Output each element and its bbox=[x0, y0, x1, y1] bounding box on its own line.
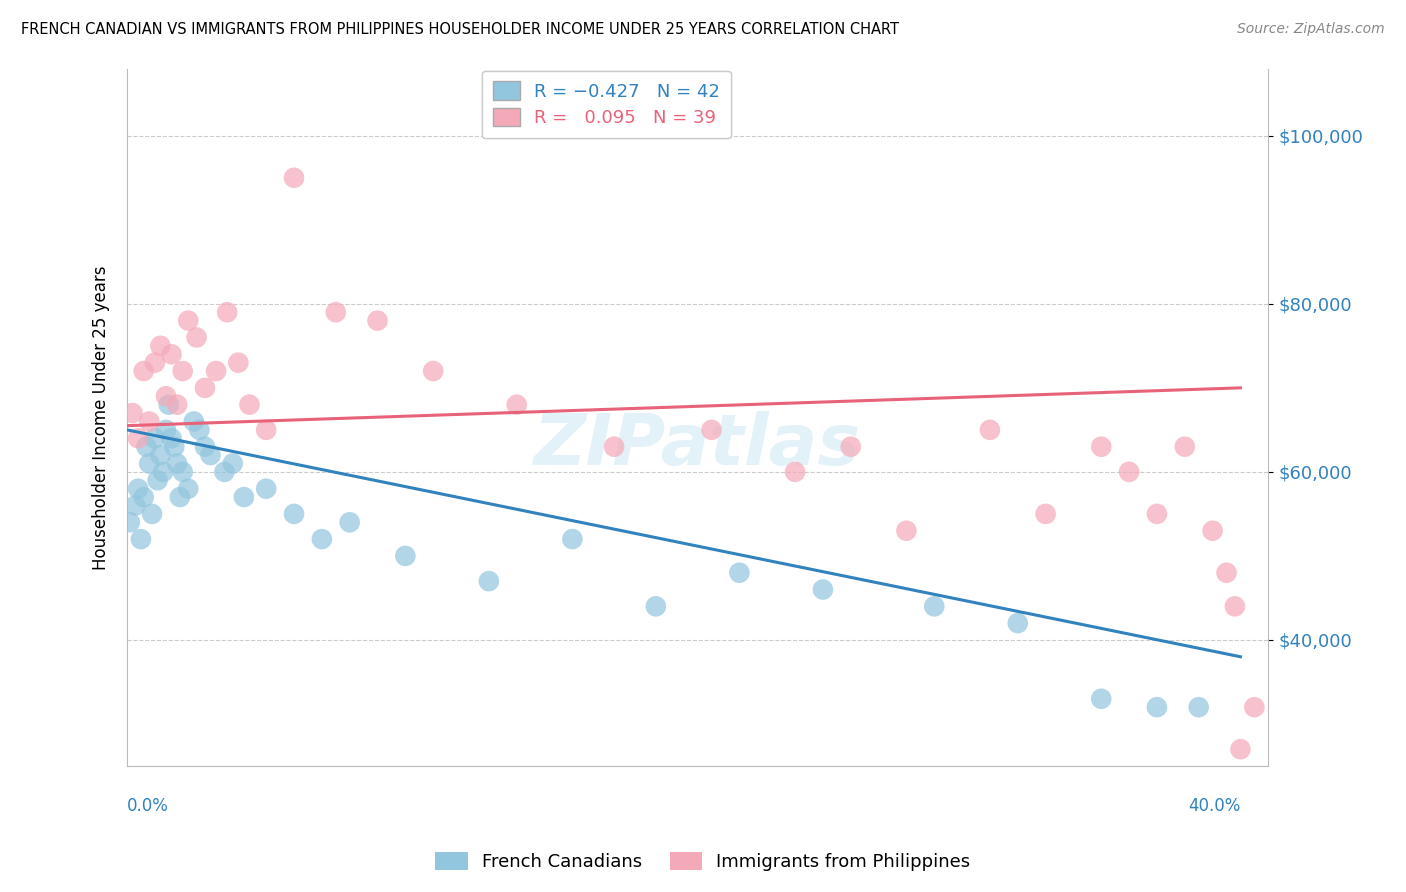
Point bbox=[811, 582, 834, 597]
Point bbox=[157, 398, 180, 412]
Point bbox=[1090, 440, 1112, 454]
Point bbox=[138, 457, 160, 471]
Point bbox=[1007, 616, 1029, 631]
Point bbox=[1229, 742, 1251, 756]
Point bbox=[979, 423, 1001, 437]
Point bbox=[839, 440, 862, 454]
Point bbox=[232, 490, 254, 504]
Point bbox=[238, 398, 260, 412]
Point bbox=[728, 566, 751, 580]
Point bbox=[172, 465, 194, 479]
Point bbox=[143, 356, 166, 370]
Point bbox=[254, 423, 277, 437]
Point bbox=[172, 364, 194, 378]
Point bbox=[367, 313, 389, 327]
Point bbox=[1243, 700, 1265, 714]
Point bbox=[422, 364, 444, 378]
Point bbox=[121, 406, 143, 420]
Point bbox=[254, 482, 277, 496]
Point bbox=[214, 465, 236, 479]
Point bbox=[394, 549, 416, 563]
Point bbox=[1174, 440, 1197, 454]
Point bbox=[283, 170, 305, 185]
Point bbox=[561, 532, 583, 546]
Point bbox=[478, 574, 501, 588]
Point bbox=[127, 482, 149, 496]
Point bbox=[166, 457, 188, 471]
Point bbox=[166, 398, 188, 412]
Point bbox=[124, 499, 146, 513]
Point bbox=[138, 414, 160, 428]
Point bbox=[141, 507, 163, 521]
Legend: French Canadians, Immigrants from Philippines: French Canadians, Immigrants from Philip… bbox=[429, 845, 977, 879]
Point bbox=[1146, 700, 1168, 714]
Point bbox=[135, 440, 157, 454]
Text: Source: ZipAtlas.com: Source: ZipAtlas.com bbox=[1237, 22, 1385, 37]
Point bbox=[149, 448, 172, 462]
Point bbox=[1146, 507, 1168, 521]
Y-axis label: Householder Income Under 25 years: Householder Income Under 25 years bbox=[93, 265, 110, 569]
Legend: R = −0.427   N = 42, R =   0.095   N = 39: R = −0.427 N = 42, R = 0.095 N = 39 bbox=[482, 70, 731, 138]
Text: ZIPatlas: ZIPatlas bbox=[534, 410, 862, 480]
Point bbox=[896, 524, 918, 538]
Point bbox=[1223, 599, 1246, 614]
Point bbox=[163, 440, 186, 454]
Point bbox=[1215, 566, 1237, 580]
Point bbox=[160, 431, 183, 445]
Point bbox=[177, 482, 200, 496]
Point bbox=[155, 389, 177, 403]
Point bbox=[194, 381, 217, 395]
Point bbox=[783, 465, 806, 479]
Point bbox=[700, 423, 723, 437]
Point bbox=[1035, 507, 1057, 521]
Point bbox=[188, 423, 211, 437]
Point bbox=[160, 347, 183, 361]
Point bbox=[228, 356, 250, 370]
Point bbox=[127, 431, 149, 445]
Point bbox=[155, 423, 177, 437]
Text: 0.0%: 0.0% bbox=[127, 797, 169, 814]
Point bbox=[152, 465, 174, 479]
Point bbox=[1118, 465, 1140, 479]
Point bbox=[644, 599, 666, 614]
Point bbox=[505, 398, 527, 412]
Point bbox=[1090, 691, 1112, 706]
Point bbox=[129, 532, 152, 546]
Text: FRENCH CANADIAN VS IMMIGRANTS FROM PHILIPPINES HOUSEHOLDER INCOME UNDER 25 YEARS: FRENCH CANADIAN VS IMMIGRANTS FROM PHILI… bbox=[21, 22, 898, 37]
Point bbox=[186, 330, 208, 344]
Point bbox=[183, 414, 205, 428]
Point bbox=[922, 599, 945, 614]
Point bbox=[146, 473, 169, 487]
Point bbox=[1201, 524, 1223, 538]
Text: 40.0%: 40.0% bbox=[1188, 797, 1240, 814]
Point bbox=[177, 313, 200, 327]
Point bbox=[194, 440, 217, 454]
Point bbox=[1188, 700, 1211, 714]
Point bbox=[222, 457, 245, 471]
Point bbox=[149, 339, 172, 353]
Point bbox=[603, 440, 626, 454]
Point bbox=[200, 448, 222, 462]
Point bbox=[311, 532, 333, 546]
Point bbox=[325, 305, 347, 319]
Point bbox=[132, 490, 155, 504]
Point bbox=[283, 507, 305, 521]
Point bbox=[205, 364, 228, 378]
Point bbox=[143, 431, 166, 445]
Point bbox=[339, 516, 361, 530]
Point bbox=[118, 516, 141, 530]
Point bbox=[217, 305, 239, 319]
Point bbox=[132, 364, 155, 378]
Point bbox=[169, 490, 191, 504]
